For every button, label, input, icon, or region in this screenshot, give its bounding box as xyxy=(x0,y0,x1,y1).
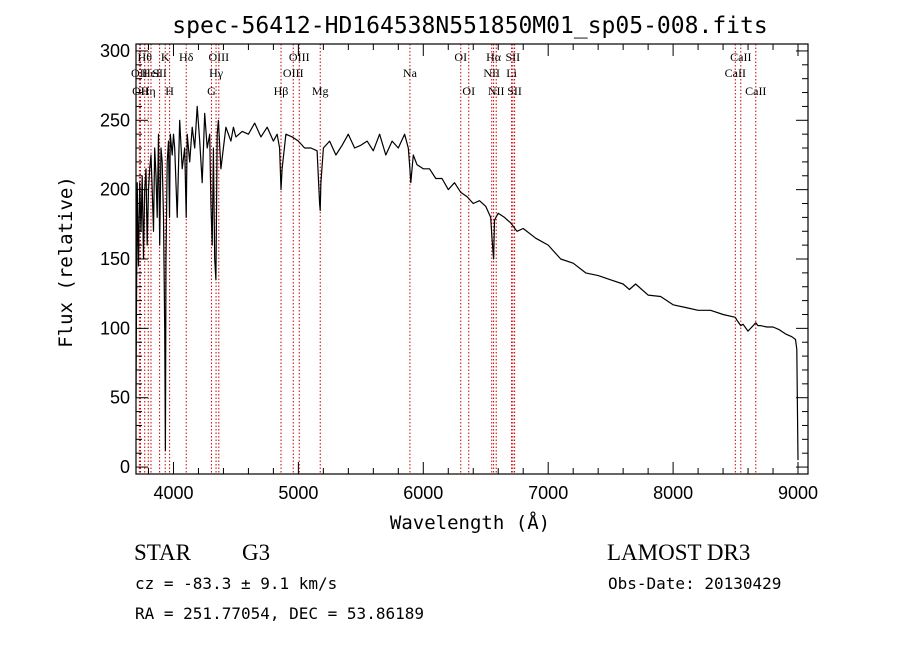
line-marker-label: Hθ xyxy=(138,50,153,64)
y-tick-label: 0 xyxy=(120,457,130,477)
chart-title: spec-56412-HD164538N551850M01_sp05-008.f… xyxy=(172,13,767,39)
y-tick-label: 150 xyxy=(100,249,130,269)
coordinates-readout: RA = 251.77054, DEC = 53.86189 xyxy=(135,604,424,623)
line-marker-label: CaII xyxy=(730,50,751,64)
x-tick-label: 9000 xyxy=(778,483,818,503)
line-marker-label: K xyxy=(161,50,170,64)
line-marker-label: SII xyxy=(506,50,521,64)
y-tick-label: 300 xyxy=(100,41,130,61)
line-marker-label: OI xyxy=(454,50,467,64)
x-axis-ticks: 4000 5000 6000 7000 8000 9000 xyxy=(147,44,818,503)
line-marker-label: Hγ xyxy=(209,66,224,80)
y-tick-label: 200 xyxy=(100,180,130,200)
spectrum-line xyxy=(135,105,799,461)
object-class: STAR xyxy=(134,540,192,565)
line-marker-label: Mg xyxy=(312,84,329,98)
line-marker-label: NII xyxy=(488,84,505,98)
line-marker-label: Li xyxy=(506,66,517,80)
line-marker-label: Na xyxy=(403,66,418,80)
line-marker-label: CaII xyxy=(745,84,766,98)
survey-name: LAMOST DR3 xyxy=(607,540,750,565)
y-tick-label: 50 xyxy=(110,388,130,408)
y-axis-label: Flux (relative) xyxy=(55,176,77,348)
x-tick-label: 8000 xyxy=(653,483,693,503)
line-markers xyxy=(138,44,757,474)
line-marker-label: OIII xyxy=(289,50,310,64)
line-marker-label: SII xyxy=(152,66,167,80)
y-axis-ticks: 0 50 100 150 200 250 300 xyxy=(100,41,808,477)
line-marker-labels: OIIOIIHθHηHeISIIKHHδGHγOIIIHβOIIIOIIIMgN… xyxy=(131,50,766,98)
line-marker-label: SII xyxy=(507,84,522,98)
line-marker-label: Hη xyxy=(141,84,156,98)
line-marker-label: Hβ xyxy=(274,84,289,98)
object-subclass: G3 xyxy=(242,540,270,565)
observation-date: Obs-Date: 20130429 xyxy=(608,574,781,593)
x-tick-label: 5000 xyxy=(278,483,318,503)
line-marker-label: Hδ xyxy=(179,50,194,64)
line-marker-label: H xyxy=(165,84,174,98)
plot-frame xyxy=(135,43,809,475)
y-tick-label: 250 xyxy=(100,110,130,130)
line-marker-label: Hα xyxy=(486,50,502,64)
line-marker-label: NII xyxy=(483,66,500,80)
x-tick-label: 6000 xyxy=(403,483,443,503)
y-tick-label: 100 xyxy=(100,318,130,338)
line-marker-label: HeI xyxy=(142,66,160,80)
line-marker-label: OII xyxy=(131,66,148,80)
line-marker-label: OIII xyxy=(208,50,229,64)
x-tick-label: 7000 xyxy=(528,483,568,503)
x-tick-label: 4000 xyxy=(153,483,193,503)
redshift-readout: cz = -83.3 ± 9.1 km/s xyxy=(135,574,337,593)
line-marker-label: G xyxy=(207,84,216,98)
line-marker-label: OIII xyxy=(283,66,304,80)
line-marker-label: CaII xyxy=(725,66,746,80)
x-axis-label: Wavelength (Å) xyxy=(390,511,550,534)
line-marker-label: OI xyxy=(462,84,475,98)
